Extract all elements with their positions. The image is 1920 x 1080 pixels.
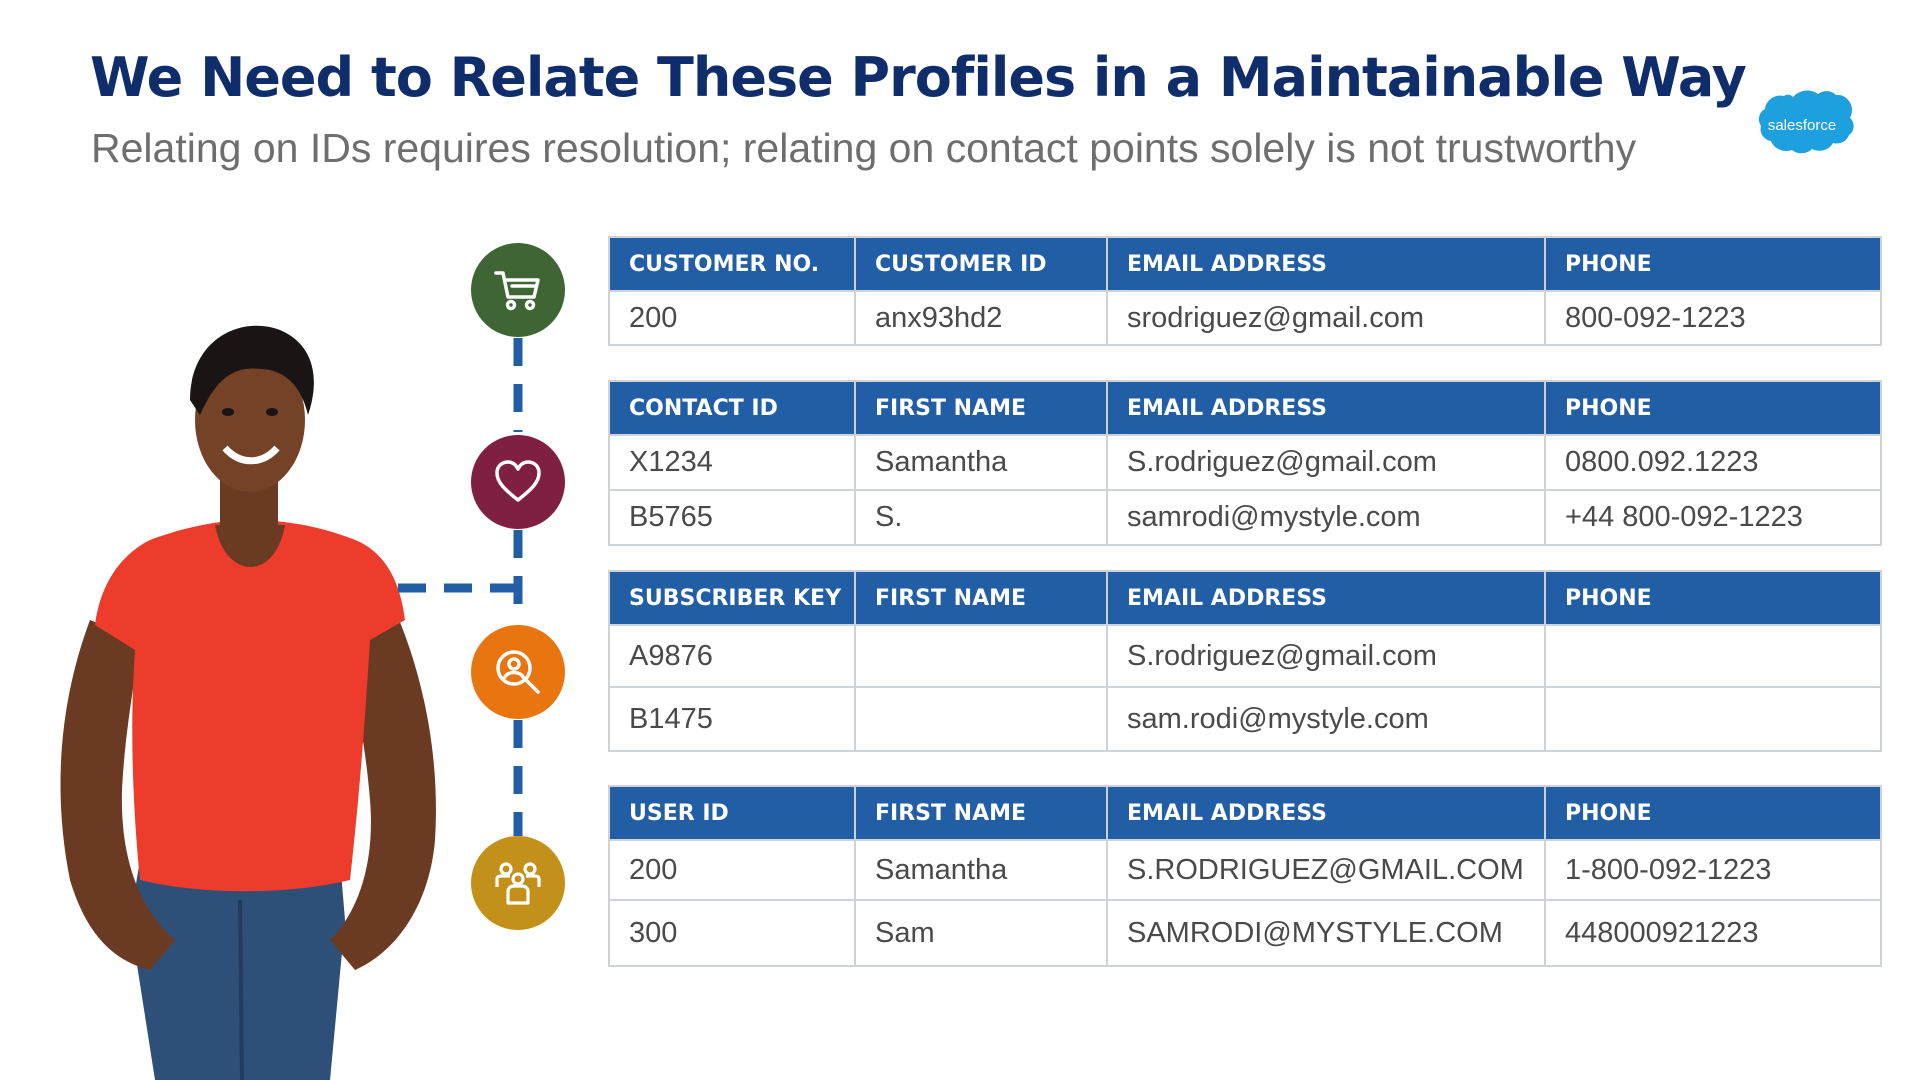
search-person-icon bbox=[496, 650, 540, 694]
jeans bbox=[130, 860, 345, 1080]
subscriber-table: SUBSCRIBER KEY FIRST NAME EMAIL ADDRESS … bbox=[608, 570, 1882, 752]
table-cell: Samantha bbox=[854, 839, 1108, 901]
group-icon bbox=[495, 862, 541, 905]
column-header: SUBSCRIBER KEY bbox=[609, 571, 856, 625]
table-cell bbox=[854, 624, 1108, 688]
logo-text: salesforce bbox=[1768, 117, 1836, 134]
table-cell: B1475 bbox=[608, 686, 856, 752]
table-cell bbox=[1544, 624, 1882, 688]
column-header: EMAIL ADDRESS bbox=[1107, 571, 1546, 625]
search-circle bbox=[471, 625, 565, 719]
column-header: FIRST NAME bbox=[855, 571, 1108, 625]
column-header: EMAIL ADDRESS bbox=[1107, 237, 1546, 291]
table-cell bbox=[854, 686, 1108, 752]
column-header: PHONE bbox=[1545, 571, 1881, 625]
column-header: EMAIL ADDRESS bbox=[1107, 381, 1546, 435]
table-cell: S.rodriguez@gmail.com bbox=[1106, 624, 1546, 688]
customer-table: CUSTOMER NO. CUSTOMER ID EMAIL ADDRESS P… bbox=[608, 236, 1882, 346]
table-row: B1475 sam.rodi@mystyle.com bbox=[608, 686, 1882, 752]
cart-circle bbox=[471, 243, 565, 337]
table-cell bbox=[1544, 686, 1882, 752]
table-row: A9876 S.rodriguez@gmail.com bbox=[608, 624, 1882, 688]
table-header-row: USER ID FIRST NAME EMAIL ADDRESS PHONE bbox=[609, 786, 1881, 840]
left-arm bbox=[60, 620, 175, 970]
table-row: 300 Sam SAMRODI@MYSTYLE.COM 448000921223 bbox=[608, 899, 1882, 967]
table-cell: anx93hd2 bbox=[854, 290, 1108, 346]
table-cell: 800-092-1223 bbox=[1544, 290, 1882, 346]
column-header: USER ID bbox=[609, 786, 856, 840]
page-subtitle: Relating on IDs requires resolution; rel… bbox=[91, 125, 1637, 171]
table-cell: A9876 bbox=[608, 624, 856, 688]
table-cell: 0800.092.1223 bbox=[1544, 434, 1882, 491]
column-header: PHONE bbox=[1545, 381, 1881, 435]
table-cell: srodriguez@gmail.com bbox=[1106, 290, 1546, 346]
table-cell: Samantha bbox=[854, 434, 1108, 491]
hair bbox=[190, 325, 314, 415]
table-row: X1234 Samantha S.rodriguez@gmail.com 080… bbox=[608, 434, 1882, 491]
table-cell: 448000921223 bbox=[1544, 899, 1882, 967]
table-cell: sam.rodi@mystyle.com bbox=[1106, 686, 1546, 752]
column-header: CUSTOMER ID bbox=[855, 237, 1108, 291]
group-circle bbox=[471, 836, 565, 930]
table-cell: X1234 bbox=[608, 434, 856, 491]
salesforce-logo: salesforce bbox=[1758, 90, 1854, 154]
table-row: 200 anx93hd2 srodriguez@gmail.com 800-09… bbox=[608, 290, 1882, 346]
column-header: PHONE bbox=[1545, 786, 1881, 840]
column-header: EMAIL ADDRESS bbox=[1107, 786, 1546, 840]
table-cell: B5765 bbox=[608, 489, 856, 546]
cart-icon bbox=[494, 271, 540, 311]
table-header-row: SUBSCRIBER KEY FIRST NAME EMAIL ADDRESS … bbox=[609, 571, 1881, 625]
table-cell: SAMRODI@MYSTYLE.COM bbox=[1106, 899, 1546, 967]
person-photo bbox=[60, 325, 436, 1080]
user-table: USER ID FIRST NAME EMAIL ADDRESS PHONE 2… bbox=[608, 785, 1882, 967]
table-cell: +44 800-092-1223 bbox=[1544, 489, 1882, 546]
table-cell: 1-800-092-1223 bbox=[1544, 839, 1882, 901]
face bbox=[195, 348, 305, 492]
column-header: CUSTOMER NO. bbox=[609, 237, 856, 291]
contact-table: CONTACT ID FIRST NAME EMAIL ADDRESS PHON… bbox=[608, 380, 1882, 546]
column-header: CONTACT ID bbox=[609, 381, 856, 435]
table-header-row: CUSTOMER NO. CUSTOMER ID EMAIL ADDRESS P… bbox=[609, 237, 1881, 291]
table-row: B5765 S. samrodi@mystyle.com +44 800-092… bbox=[608, 489, 1882, 546]
heart-icon bbox=[495, 460, 541, 502]
table-cell: samrodi@mystyle.com bbox=[1106, 489, 1546, 546]
table-cell: S.RODRIGUEZ@GMAIL.COM bbox=[1106, 839, 1546, 901]
table-cell: 200 bbox=[608, 290, 856, 346]
table-cell: Sam bbox=[854, 899, 1108, 967]
table-row: 200 Samantha S.RODRIGUEZ@GMAIL.COM 1-800… bbox=[608, 839, 1882, 901]
column-header: FIRST NAME bbox=[855, 381, 1108, 435]
table-header-row: CONTACT ID FIRST NAME EMAIL ADDRESS PHON… bbox=[609, 381, 1881, 435]
table-cell: S. bbox=[854, 489, 1108, 546]
table-cell: 200 bbox=[608, 839, 856, 901]
table-cell: 300 bbox=[608, 899, 856, 967]
table-cell: S.rodriguez@gmail.com bbox=[1106, 434, 1546, 491]
column-header: FIRST NAME bbox=[855, 786, 1108, 840]
heart-circle bbox=[471, 435, 565, 529]
red-shirt bbox=[95, 520, 405, 892]
page-title: We Need to Relate These Profiles in a Ma… bbox=[90, 46, 1747, 109]
column-header: PHONE bbox=[1545, 237, 1881, 291]
